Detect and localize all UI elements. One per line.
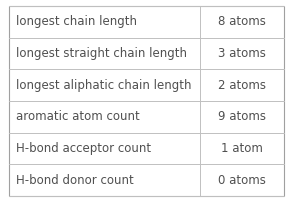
Text: 8 atoms: 8 atoms xyxy=(218,15,266,28)
Text: aromatic atom count: aromatic atom count xyxy=(16,110,140,123)
Text: longest aliphatic chain length: longest aliphatic chain length xyxy=(16,79,192,92)
Text: 2 atoms: 2 atoms xyxy=(218,79,266,92)
Text: longest straight chain length: longest straight chain length xyxy=(16,47,187,60)
Text: H-bond acceptor count: H-bond acceptor count xyxy=(16,142,151,155)
Text: 0 atoms: 0 atoms xyxy=(218,174,266,187)
Text: 9 atoms: 9 atoms xyxy=(218,110,266,123)
Text: longest chain length: longest chain length xyxy=(16,15,137,28)
Text: 3 atoms: 3 atoms xyxy=(218,47,266,60)
Text: H-bond donor count: H-bond donor count xyxy=(16,174,134,187)
Text: 1 atom: 1 atom xyxy=(221,142,263,155)
